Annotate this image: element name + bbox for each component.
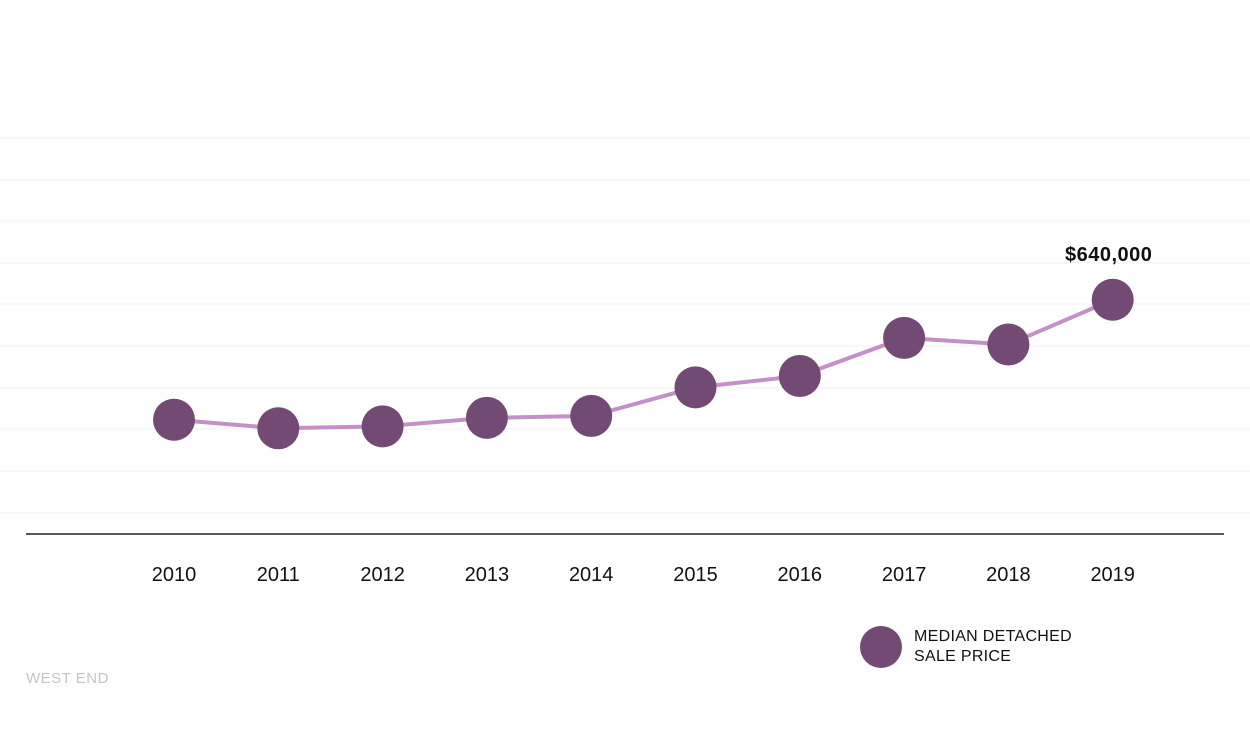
footer-label: WEST END — [26, 670, 109, 687]
legend-label-line1: MEDIAN DETACHED — [914, 628, 1072, 645]
x-tick-label-2013: 2013 — [465, 564, 510, 586]
legend-label-line2: SALE PRICE — [914, 648, 1012, 665]
x-tick-labels: 2010 2011 2012 2013 2014 2015 2016 2017 2018 2019 — [152, 564, 1135, 586]
data-point-2010 — [153, 398, 195, 441]
data-point-2011 — [257, 407, 300, 450]
x-tick-label-2011: 2011 — [257, 564, 300, 586]
data-point-2018 — [987, 323, 1030, 366]
data-point-2012 — [361, 405, 404, 448]
x-tick-label-2012: 2012 — [360, 564, 405, 586]
data-points — [153, 278, 1134, 450]
data-label-2019: $640,000 — [1065, 244, 1152, 266]
legend: MEDIAN DETACHED SALE PRICE — [860, 626, 1072, 668]
legend-label: MEDIAN DETACHED SALE PRICE — [914, 627, 1072, 667]
x-tick-label-2016: 2016 — [778, 564, 823, 586]
x-tick-label-2010: 2010 — [152, 564, 197, 586]
legend-swatch-icon — [860, 626, 902, 668]
x-tick-label-2017: 2017 — [882, 564, 927, 586]
gridlines — [0, 137, 1250, 514]
x-tick-label-2018: 2018 — [986, 564, 1031, 586]
data-point-2019 — [1091, 278, 1134, 321]
data-point-2016 — [778, 354, 821, 397]
data-point-2017 — [883, 316, 926, 359]
data-point-2013 — [465, 396, 508, 439]
series-line — [173, 297, 1114, 431]
x-tick-label-2015: 2015 — [673, 564, 718, 586]
x-tick-label-2019: 2019 — [1090, 564, 1135, 586]
x-tick-label-2014: 2014 — [569, 564, 614, 586]
data-point-2014 — [570, 394, 613, 437]
data-labels: $640,000 — [1065, 244, 1152, 266]
data-point-2015 — [674, 366, 717, 409]
